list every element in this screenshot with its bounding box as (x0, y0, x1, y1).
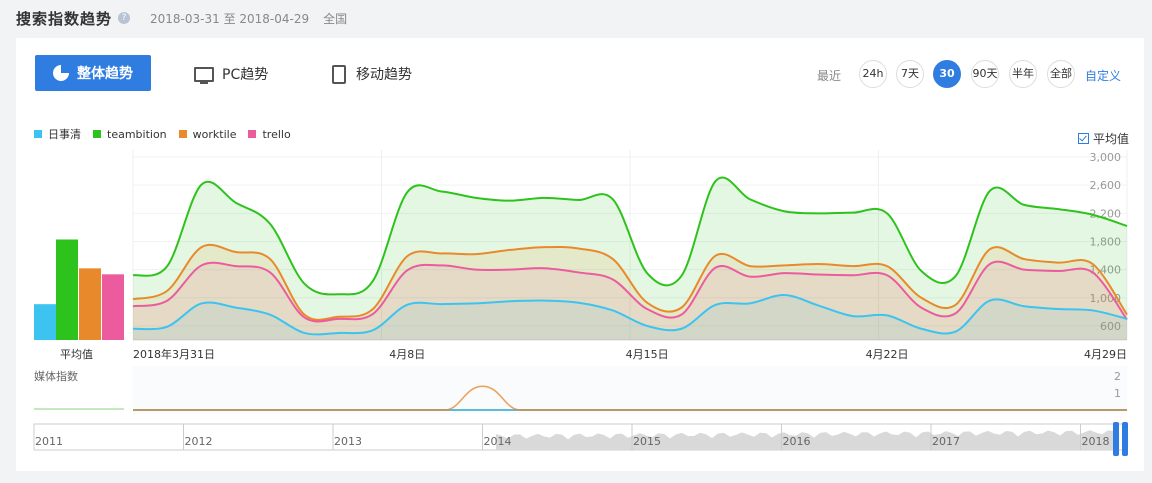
average-bar-trello (102, 274, 124, 340)
average-bar-teambition (56, 239, 78, 340)
tab-mobile-trend[interactable]: 移动趋势 (332, 64, 412, 84)
timeline-year-label: 2018 (1082, 435, 1110, 448)
chart-legend: 日事清 teambition worktile trello (34, 126, 303, 142)
timeline-year-label: 2014 (484, 435, 512, 448)
y-tick-label: 2,200 (1090, 207, 1122, 220)
legend-label: 日事清 (48, 128, 81, 141)
series-area-trello (133, 261, 1127, 340)
region-label: 全国 (323, 11, 348, 26)
legend-swatch (34, 130, 42, 138)
average-bar-worktile (79, 268, 101, 340)
average-toggle[interactable]: 平均值 (1078, 130, 1129, 147)
x-tick-label: 4月15日 (626, 348, 669, 361)
legend-swatch (93, 130, 101, 138)
media-line-worktile (133, 385, 1127, 411)
date-range: 2018-03-31 至 2018-04-29 (150, 11, 310, 26)
legend-label: teambition (107, 127, 167, 141)
timeline-year-label: 2013 (334, 435, 362, 448)
series-line-worktile (132, 243, 1128, 321)
y-tick-label: 3,000 (1090, 151, 1122, 164)
tab-overall-trend[interactable]: 整体趋势 (35, 55, 151, 91)
range-24h-button[interactable]: 24h (859, 60, 887, 88)
y-tick-label: 1,400 (1090, 264, 1122, 277)
mobile-icon (332, 64, 346, 84)
average-bars-label: 平均值 (60, 348, 93, 361)
y-tick-label: 1,000 (1090, 292, 1122, 305)
media-index-label: 媒体指数 (34, 370, 78, 383)
tab-mobile-label: 移动趋势 (356, 67, 412, 83)
series-area-日事清 (133, 294, 1127, 340)
tab-overall-label: 整体趋势 (77, 66, 133, 82)
legend-swatch (248, 130, 257, 138)
legend-label: worktile (192, 127, 237, 141)
x-tick-label: 4月8日 (389, 348, 425, 361)
average-toggle-label: 平均值 (1093, 132, 1130, 146)
y-tick-label: 600 (1100, 320, 1121, 333)
timeline-handle-left[interactable] (1113, 422, 1119, 456)
chart-panel: 整体趋势 PC趋势 移动趋势 最近 24h 7天 30天 90天 半年 全部 自… (16, 38, 1144, 471)
custom-range-link[interactable]: 自定义 (1085, 69, 1122, 83)
timeline-year-label: 2012 (185, 435, 213, 448)
series-line-trello (132, 260, 1128, 323)
series-area-worktile (133, 244, 1127, 340)
help-icon[interactable]: ? (118, 12, 131, 24)
range-90d-button[interactable]: 90天 (971, 60, 999, 88)
page-title: 搜索指数趋势 (16, 9, 113, 28)
media-plot-bg (133, 366, 1127, 414)
legend-item-worktile[interactable]: worktile (178, 127, 237, 141)
y-tick-label: 2,600 (1090, 179, 1122, 192)
tab-pc-label: PC趋势 (222, 67, 269, 83)
x-tick-label: 4月22日 (866, 348, 909, 361)
range-7d-button[interactable]: 7天 (896, 60, 924, 88)
range-half-year-button[interactable]: 半年 (1009, 60, 1037, 88)
checkbox-icon[interactable] (1078, 133, 1089, 144)
monitor-icon (194, 66, 214, 84)
legend-item-teambition[interactable]: teambition (93, 128, 167, 141)
average-bar-日事清 (34, 304, 56, 340)
range-all-button[interactable]: 全部 (1047, 60, 1075, 88)
legend-item-rishiqing[interactable]: 日事清 (34, 126, 81, 142)
pie-chart-icon (53, 65, 69, 81)
timeline-year-label: 2017 (932, 435, 960, 448)
media-y-tick-label: 1 (1114, 387, 1121, 400)
range-label: 最近 (817, 69, 842, 83)
y-tick-label: 1,800 (1090, 235, 1122, 248)
timeline-year-label: 2011 (35, 435, 63, 448)
timeline-area (496, 430, 1118, 450)
header: 搜索指数趋势 ? 2018-03-31 至 2018-04-29 全国 (16, 6, 347, 30)
range-30d-button[interactable]: 30天 (933, 60, 961, 106)
legend-label: trello (262, 127, 291, 141)
timeline-handle-right[interactable] (1122, 422, 1128, 456)
timeline-year-label: 2016 (783, 435, 811, 448)
x-tick-label: 4月29日 (1084, 348, 1127, 361)
tab-pc-trend[interactable]: PC趋势 (194, 64, 268, 84)
series-line-日事清 (132, 293, 1128, 336)
timeline-year-label: 2015 (633, 435, 661, 448)
series-line-teambition (132, 176, 1128, 296)
legend-swatch (178, 130, 187, 138)
media-y-tick-label: 2 (1114, 370, 1121, 383)
trend-chart: 3,000 2,600 2,200 1,800 1,400 1,000 600 2018年3月… (16, 150, 1128, 456)
x-tick-label: 2018年3月31日 (133, 347, 215, 361)
legend-item-trello[interactable]: trello (248, 127, 291, 141)
